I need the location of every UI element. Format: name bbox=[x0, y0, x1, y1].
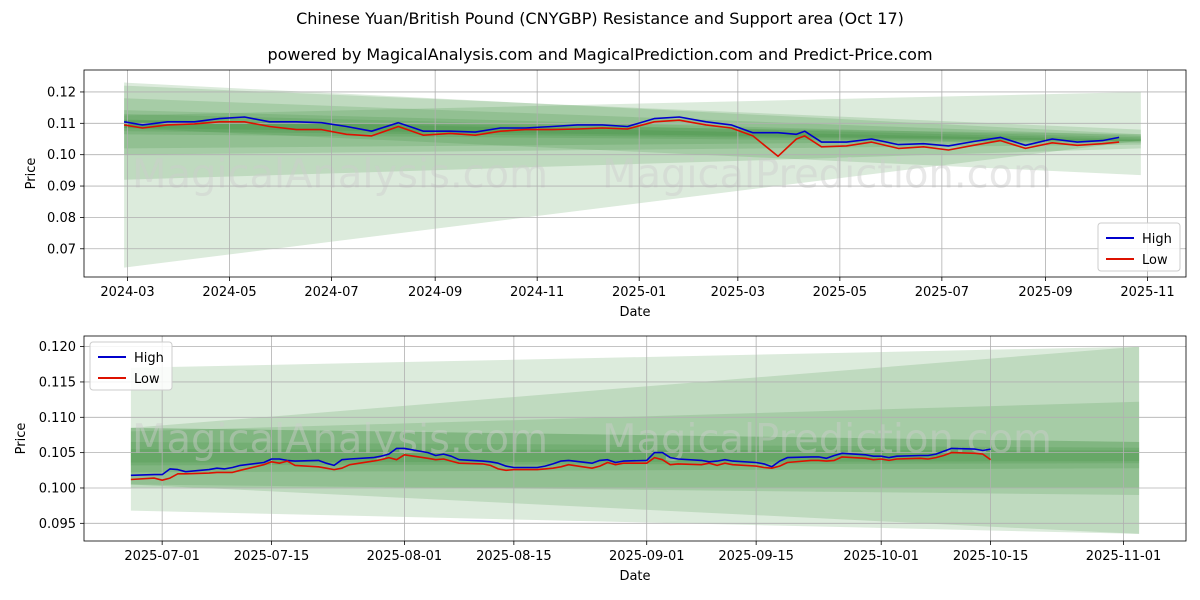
legend-box bbox=[89, 341, 173, 391]
x-tick-label: 2025-05 bbox=[813, 285, 867, 300]
chart-panel-2: MagicalAnalysis.com MagicalPrediction.com… bbox=[14, 335, 1187, 584]
x-tick-label: 2024-03 bbox=[100, 285, 154, 300]
y-tick-label: 0.10 bbox=[47, 148, 76, 163]
watermark-left: MagicalAnalysis.com bbox=[132, 417, 548, 463]
band-4 bbox=[130, 401, 1140, 496]
x-tick-label: 2025-09 bbox=[1018, 285, 1072, 300]
x-tick-label: 2024-09 bbox=[408, 285, 462, 300]
watermark-right: MagicalPrediction.com bbox=[602, 152, 1052, 198]
band-2 bbox=[130, 346, 1140, 534]
series-group bbox=[130, 447, 992, 481]
x-tick-label: 2025-03 bbox=[711, 285, 765, 300]
x-tick-label: 2025-10-01 bbox=[843, 549, 919, 564]
band-6 bbox=[124, 119, 1141, 142]
band-5 bbox=[130, 427, 1140, 473]
series-line-high bbox=[123, 116, 1120, 147]
x-tick-label: 2025-10-15 bbox=[953, 549, 1029, 564]
x-axis-label: Date bbox=[619, 305, 650, 320]
series-group bbox=[123, 116, 1120, 158]
x-tick-label: 2025-09-15 bbox=[718, 549, 794, 564]
series-line-high bbox=[130, 447, 991, 477]
y-tick-label: 0.110 bbox=[39, 411, 76, 426]
y-tick-label: 0.120 bbox=[39, 340, 76, 355]
legend: High Low bbox=[1097, 222, 1181, 272]
x-tick-label: 2025-07-01 bbox=[124, 549, 200, 564]
x-tick-label: 2024-05 bbox=[202, 285, 256, 300]
chart-title: Chinese Yuan/British Pound (CNYGBP) Resi… bbox=[296, 9, 904, 28]
x-tick-label: 2025-07 bbox=[915, 285, 969, 300]
x-tick-label: 2024-07 bbox=[304, 285, 358, 300]
x-tick-label: 2024-11 bbox=[510, 285, 564, 300]
legend: High Low bbox=[89, 341, 173, 391]
band-4 bbox=[124, 110, 1141, 143]
axes-frame bbox=[83, 335, 1187, 542]
axes-frame bbox=[83, 69, 1187, 278]
legend-box bbox=[1097, 222, 1181, 272]
x-tick-label: 2025-08-15 bbox=[476, 549, 552, 564]
y-tick-label: 0.07 bbox=[47, 242, 76, 257]
x-tick-label: 2025-07-15 bbox=[234, 549, 310, 564]
y-tick-label: 0.12 bbox=[47, 85, 76, 100]
y-tick-label: 0.100 bbox=[39, 481, 76, 496]
y-tick-label: 0.095 bbox=[39, 517, 76, 532]
y-axis-label: Price bbox=[24, 158, 39, 190]
x-tick-label: 2025-08-01 bbox=[367, 549, 443, 564]
y-tick-label: 0.09 bbox=[47, 180, 76, 195]
y-axis-label: Price bbox=[14, 423, 29, 455]
series-line-low bbox=[130, 451, 992, 481]
legend-label-low: Low bbox=[134, 372, 160, 387]
y-tick-label: 0.105 bbox=[39, 446, 76, 461]
legend-label-high: High bbox=[134, 351, 164, 366]
band-1 bbox=[130, 427, 1140, 534]
legend-label-high: High bbox=[1142, 232, 1172, 247]
band-2 bbox=[124, 85, 1141, 180]
y-tick-label: 0.115 bbox=[39, 375, 76, 390]
x-tick-label: 2025-01 bbox=[612, 285, 666, 300]
x-tick-label: 2025-11-01 bbox=[1086, 549, 1162, 564]
watermark-right: MagicalPrediction.com bbox=[602, 417, 1052, 463]
band-3 bbox=[124, 98, 1141, 155]
watermark-left: MagicalAnalysis.com bbox=[132, 152, 548, 198]
series-line-low bbox=[123, 119, 1120, 158]
chart-panel-1: MagicalAnalysis.com MagicalPrediction.com… bbox=[24, 69, 1187, 320]
x-axis-label: Date bbox=[619, 569, 650, 584]
chart-subtitle: powered by MagicalAnalysis.com and Magic… bbox=[267, 45, 933, 64]
x-tick-label: 2025-11 bbox=[1120, 285, 1174, 300]
y-tick-label: 0.08 bbox=[47, 211, 76, 226]
y-tick-label: 0.11 bbox=[47, 117, 76, 132]
x-tick-label: 2025-09-01 bbox=[609, 549, 685, 564]
legend-label-low: Low bbox=[1142, 253, 1168, 268]
